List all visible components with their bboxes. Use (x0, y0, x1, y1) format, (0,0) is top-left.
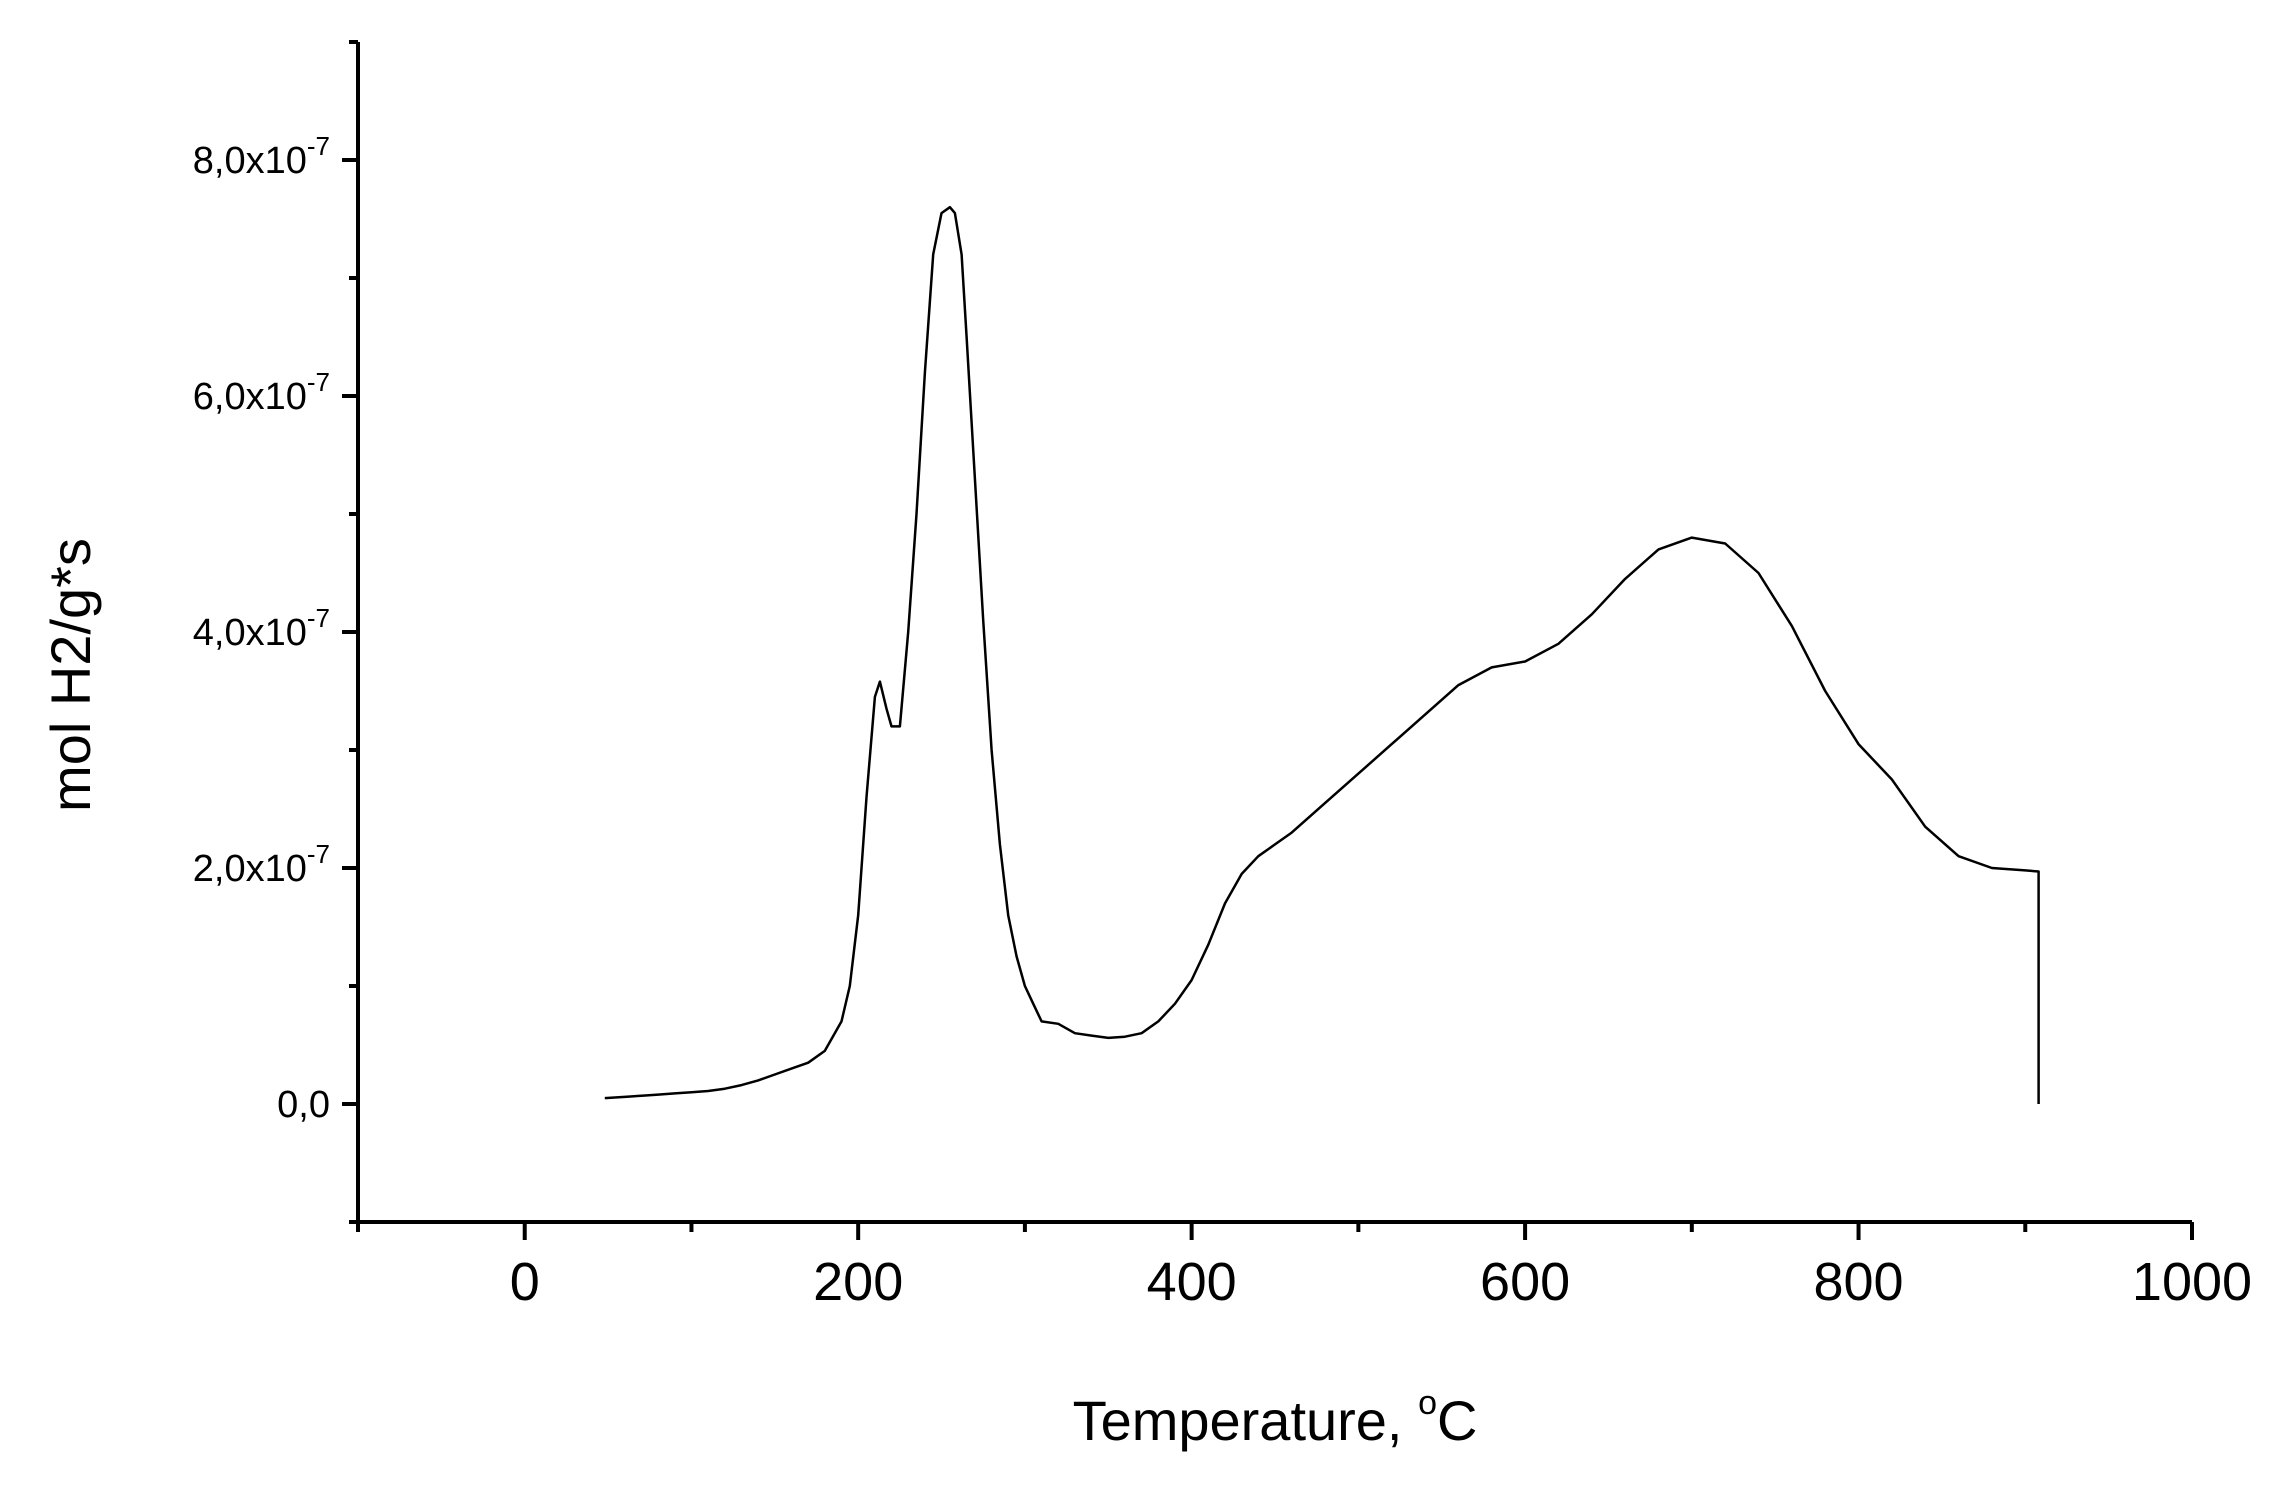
x-tick-label: 200 (813, 1252, 903, 1312)
x-axis-ticks: 0 200 400 600 800 1000 (356, 1222, 2252, 1312)
y-tick-label: 8,0x10-7 (193, 131, 330, 182)
y-tick-label: 4,0x10-7 (193, 603, 330, 654)
series-line-0 (604, 205, 2040, 1104)
x-tick-label: 800 (1813, 1252, 1903, 1312)
y-tick-label: 0,0 (277, 1084, 330, 1126)
x-tick-label: 400 (1147, 1252, 1237, 1312)
y-tick-label: 2,0x10-7 (193, 839, 330, 890)
x-tick-label: 600 (1480, 1252, 1570, 1312)
series-layer (604, 205, 2040, 1104)
y-axis-ticks: 0,0 2,0x10-7 4,0x10-7 6,0x10-7 8,0x10-7 (193, 40, 358, 1224)
y-tick-label: 6,0x10-7 (193, 367, 330, 418)
axes (356, 42, 2192, 1224)
x-tick-label: 0 (510, 1252, 540, 1312)
y-axis-title: mol H2/g*s (39, 538, 102, 812)
x-axis-title: Temperature, oC (1073, 1384, 1478, 1452)
x-tick-label: 1000 (2132, 1252, 2252, 1312)
